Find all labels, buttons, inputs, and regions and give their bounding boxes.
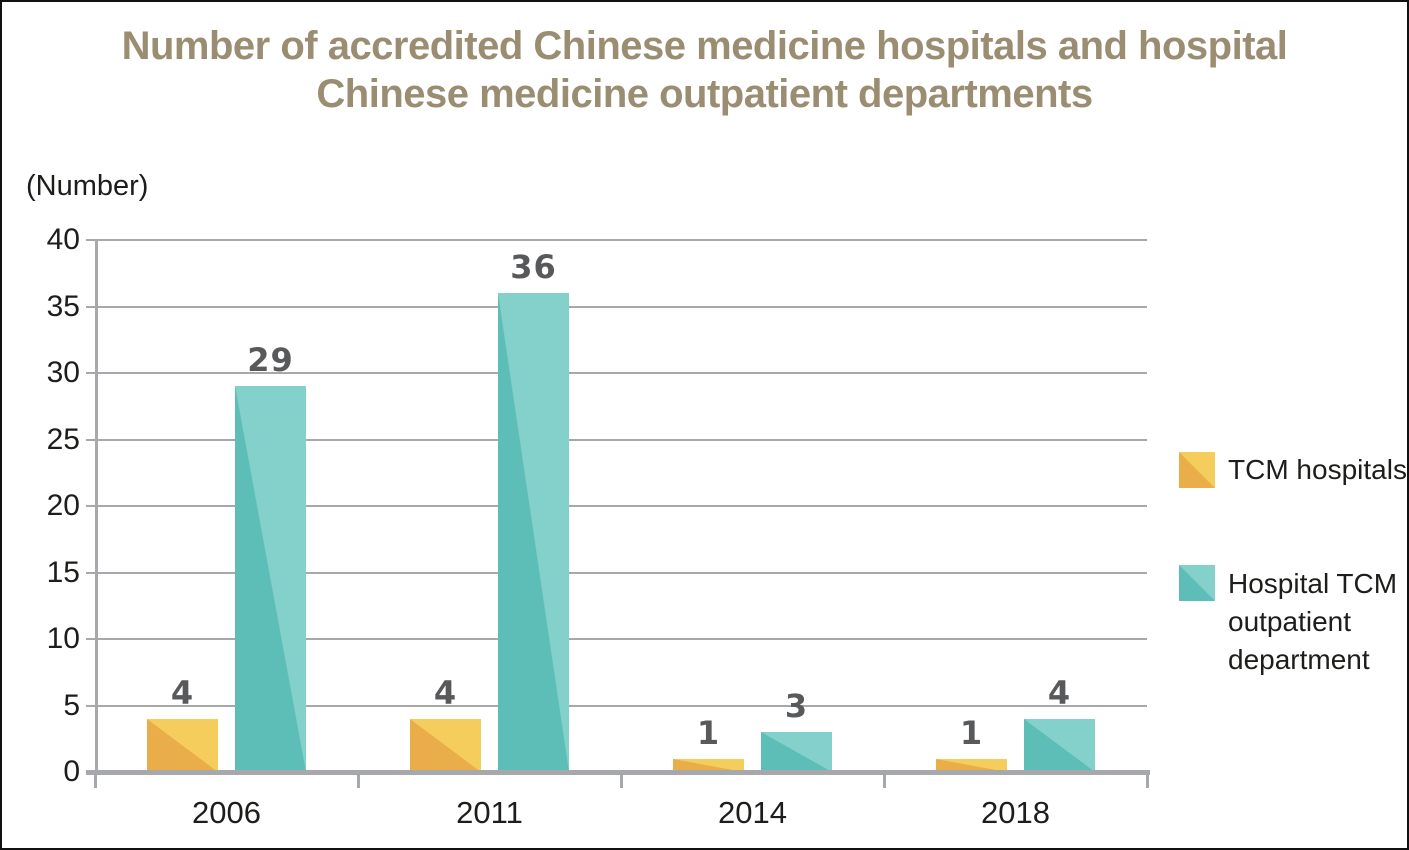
x-axis-line (86, 770, 1150, 775)
x-tick-mark (93, 775, 97, 788)
gridline (95, 638, 1147, 640)
value-label-hospital-tcm-outpatient-2014: 3 (784, 687, 809, 726)
y-tick-mark (86, 704, 95, 707)
bar-tcm-hospitals-2018 (936, 758, 1007, 772)
y-tick-mark (86, 571, 95, 574)
y-axis-unit-label: (Number) (26, 170, 149, 202)
legend-item-tcm-hospitals: TCM hospitals (1179, 451, 1407, 489)
y-axis-line (95, 240, 98, 775)
value-label-hospital-tcm-outpatient-2018: 4 (1047, 673, 1072, 712)
y-tick-mark (86, 305, 95, 308)
bar-hospital-tcm-outpatient-2014 (761, 732, 832, 772)
y-tick-label: 5 (63, 688, 80, 722)
legend-label-tcm-hospitals: TCM hospitals (1228, 454, 1407, 485)
chart-title-line1: Number of accredited Chinese medicine ho… (121, 24, 1288, 68)
y-tick-label: 20 (46, 489, 80, 522)
bar-tcm-hospitals-2006 (147, 718, 218, 772)
y-tick-mark (86, 505, 95, 507)
bar-tcm-hospitals-2014 (673, 758, 744, 772)
y-tick-label: 25 (46, 422, 80, 456)
bar-hospital-tcm-outpatient-2018 (1024, 718, 1095, 772)
legend-item-hospital-tcm-outpatient: Hospital TCM outpatient department (1179, 565, 1407, 679)
x-tick-label-2006: 2006 (192, 795, 261, 830)
gridline (95, 438, 1147, 441)
gridline (95, 571, 1147, 574)
y-tick-mark (86, 239, 95, 241)
bar-hospital-tcm-outpatient-2006 (235, 386, 306, 772)
gridline (95, 505, 1147, 507)
x-tick-label-2014: 2014 (718, 795, 787, 830)
y-tick-label: 10 (46, 622, 80, 655)
y-tick-label: 0 (63, 755, 80, 788)
gridline (95, 305, 1147, 308)
value-label-tcm-hospitals-2011: 4 (433, 673, 458, 712)
chart-title: Number of accredited Chinese medicine ho… (2, 22, 1407, 118)
y-tick-mark (86, 438, 95, 441)
x-tick-mark (356, 775, 360, 788)
legend-label-hospital-tcm-outpatient: Hospital TCM outpatient department (1228, 568, 1398, 675)
y-tick-label: 35 (46, 289, 80, 323)
gridline (95, 372, 1147, 374)
gridline (95, 239, 1147, 241)
y-tick-mark (86, 372, 95, 374)
value-label-tcm-hospitals-2014: 1 (696, 713, 721, 752)
legend: TCM hospitals Hospital TCM outpatient de… (1179, 451, 1407, 679)
legend-swatch-hospital-tcm-outpatient (1179, 565, 1215, 601)
x-tick-mark (882, 775, 886, 788)
y-tick-label: 30 (46, 356, 80, 389)
value-label-tcm-hospitals-2018: 1 (959, 713, 984, 752)
gridline (95, 704, 1147, 707)
x-tick-label-2018: 2018 (981, 795, 1050, 830)
value-label-hospital-tcm-outpatient-2011: 36 (510, 248, 557, 287)
y-tick-label: 15 (46, 555, 80, 589)
x-tick-mark (1145, 775, 1149, 788)
y-tick-label: 40 (46, 223, 80, 256)
chart-title-line2: Chinese medicine outpatient departments (316, 72, 1093, 116)
y-tick-mark (86, 638, 95, 640)
x-tick-label-2011: 2011 (456, 795, 523, 830)
bar-tcm-hospitals-2011 (410, 718, 481, 772)
x-tick-mark (619, 775, 623, 788)
value-label-tcm-hospitals-2006: 4 (170, 673, 195, 712)
bar-hospital-tcm-outpatient-2011 (498, 293, 569, 772)
legend-swatch-tcm-hospitals (1179, 452, 1215, 488)
value-label-hospital-tcm-outpatient-2006: 29 (247, 341, 294, 380)
